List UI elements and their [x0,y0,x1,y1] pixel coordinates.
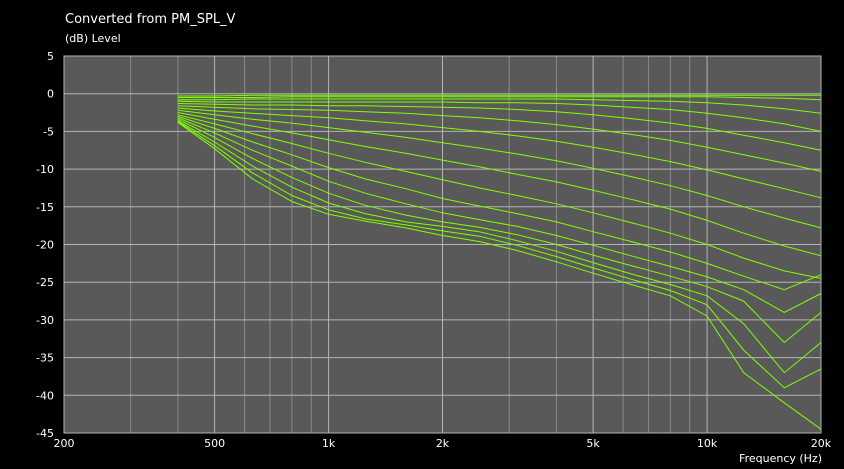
series-line [177,117,822,313]
x-tick-label: 20k [811,437,832,450]
series-line [177,121,822,430]
chart-title: Converted from PM_SPL_V [65,12,236,27]
x-tick-label: 500 [204,437,225,450]
series-line [177,100,822,132]
series-line [177,98,822,114]
series-line [177,118,822,344]
y-axis-label: (dB) Level [65,32,121,45]
series-line [177,121,822,389]
y-tick-label: -40 [36,389,54,402]
series-line [177,109,822,229]
y-tick-label: -10 [36,163,54,176]
series-line [177,96,822,101]
y-tick-label: 0 [47,88,54,101]
series-line [177,114,822,279]
series-line [177,107,822,199]
x-tick-label: 2k [436,437,450,450]
y-tick-label: -15 [36,201,54,214]
plot-border [63,55,822,434]
x-axis-label: Frequency (Hz) [739,452,822,465]
x-tick-label: 5k [586,437,600,450]
x-tick-label: 10k [697,437,718,450]
series-group [177,94,822,430]
series-line [177,120,822,374]
x-tick-label: 200 [54,437,75,450]
x-tick-labels: 200 500 1k 2k 5k 10k 20k [54,437,832,450]
y-tick-label: -30 [36,314,54,327]
y-tick-label: -35 [36,352,54,365]
grid-lines [63,55,822,434]
y-tick-label: -20 [36,239,54,252]
series-line [177,112,822,257]
y-tick-label: 5 [47,50,54,63]
y-tick-label: -5 [43,125,54,138]
series-line [177,115,822,291]
series-line [177,105,822,172]
y-tick-label: -45 [36,427,54,440]
x-tick-label: 1k [322,437,336,450]
series-line [177,103,822,151]
y-tick-label: -25 [36,276,54,289]
y-tick-labels: 5 0 -5 -10 -15 -20 -25 -30 -35 -40 -45 [36,50,54,440]
series-line [177,94,821,97]
